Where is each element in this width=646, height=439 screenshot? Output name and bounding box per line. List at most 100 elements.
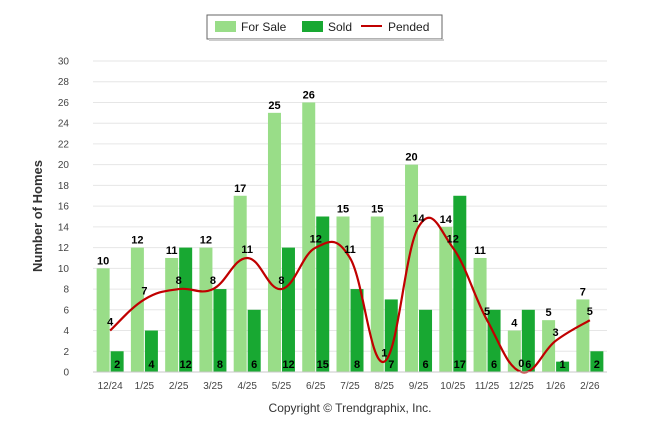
bar-for-sale bbox=[199, 247, 213, 372]
data-label-pended: 1 bbox=[381, 348, 387, 360]
data-label-pended: 12 bbox=[447, 234, 459, 246]
data-label-sold: 2 bbox=[114, 359, 120, 371]
legend-box bbox=[206, 14, 443, 40]
data-label-sold: 2 bbox=[594, 359, 600, 371]
bar-sold bbox=[590, 351, 604, 372]
bars bbox=[96, 102, 604, 372]
data-label-pended: 5 bbox=[484, 306, 490, 318]
bar-sold bbox=[213, 289, 227, 372]
data-label-sold: 17 bbox=[454, 359, 466, 371]
data-label-sold: 6 bbox=[251, 359, 257, 371]
data-label-pended: 7 bbox=[141, 285, 147, 297]
bar-for-sale bbox=[96, 268, 110, 372]
data-label-for-sale: 14 bbox=[440, 214, 453, 226]
y-tick-label: 20 bbox=[58, 160, 70, 171]
legend-swatch-sold bbox=[302, 21, 323, 32]
data-label-for-sale: 4 bbox=[511, 318, 518, 330]
bar-for-sale bbox=[233, 195, 247, 372]
x-tick-label: 7/25 bbox=[340, 381, 360, 392]
data-label-for-sale: 20 bbox=[405, 152, 417, 164]
data-label-pended: 11 bbox=[241, 244, 253, 256]
pended-line bbox=[109, 216, 591, 374]
data-label-for-sale: 15 bbox=[337, 204, 349, 216]
x-tick-label: 9/25 bbox=[409, 381, 429, 392]
data-label-sold: 12 bbox=[180, 359, 192, 371]
data-label-pended: 8 bbox=[210, 275, 216, 287]
copyright-footer: Copyright © Trendgraphix, Inc. bbox=[269, 401, 432, 415]
y-tick-label: 14 bbox=[58, 222, 70, 233]
y-tick-label: 2 bbox=[63, 347, 69, 358]
data-label-for-sale: 10 bbox=[97, 255, 109, 267]
legend-swatch-for-sale bbox=[215, 21, 236, 32]
bar-sold bbox=[281, 247, 295, 372]
bar-for-sale bbox=[507, 330, 521, 372]
bar-for-sale bbox=[473, 257, 487, 372]
data-label-for-sale: 15 bbox=[371, 204, 383, 216]
data-label-pended: 8 bbox=[278, 275, 284, 287]
data-label-sold: 6 bbox=[422, 359, 428, 371]
x-tick-label: 1/25 bbox=[135, 381, 155, 392]
bar-for-sale bbox=[302, 102, 316, 372]
data-label-for-sale: 7 bbox=[580, 286, 586, 298]
bar-for-sale bbox=[165, 257, 179, 372]
bar-sold bbox=[316, 216, 330, 372]
x-tick-label: 6/25 bbox=[306, 381, 326, 392]
bar-for-sale bbox=[130, 247, 144, 372]
data-labels: 1021241112128176251226151581572061417116… bbox=[97, 89, 600, 371]
data-label-for-sale: 12 bbox=[131, 235, 143, 247]
x-tick-label: 8/25 bbox=[375, 381, 395, 392]
bar-sold bbox=[144, 330, 158, 372]
bar-for-sale bbox=[542, 320, 556, 372]
y-tick-label: 26 bbox=[58, 98, 70, 109]
bar-for-sale bbox=[267, 112, 281, 372]
data-label-pended: 5 bbox=[587, 306, 593, 318]
data-label-pended: 3 bbox=[553, 327, 559, 339]
bar-for-sale bbox=[336, 216, 350, 372]
data-label-pended: 12 bbox=[310, 234, 322, 246]
pended-line-layer bbox=[109, 216, 591, 374]
y-tick-label: 12 bbox=[58, 243, 70, 254]
legend-shadow bbox=[209, 39, 444, 41]
legend-label-pended: Pended bbox=[388, 20, 429, 34]
data-label-for-sale: 11 bbox=[474, 245, 486, 257]
grid-lines bbox=[93, 60, 607, 352]
y-tick-label: 8 bbox=[63, 285, 69, 296]
data-label-sold: 4 bbox=[148, 359, 155, 371]
y-axis-title: Number of Homes bbox=[30, 160, 45, 272]
x-tick-label: 11/25 bbox=[475, 381, 500, 392]
bar-sold bbox=[247, 309, 261, 372]
bar-sold bbox=[453, 195, 467, 372]
bar-for-sale bbox=[576, 299, 590, 372]
bar-sold bbox=[179, 247, 193, 372]
y-tick-label: 10 bbox=[58, 264, 70, 275]
data-label-for-sale: 5 bbox=[546, 307, 552, 319]
data-label-sold: 7 bbox=[388, 359, 394, 371]
y-tick-label: 4 bbox=[63, 326, 69, 337]
y-tick-label: 6 bbox=[63, 305, 69, 316]
bar-sold bbox=[419, 309, 433, 372]
x-tick-label: 3/25 bbox=[203, 381, 223, 392]
x-tick-label: 1/26 bbox=[546, 381, 566, 392]
x-tick-label: 5/25 bbox=[272, 381, 292, 392]
y-tick-label: 24 bbox=[58, 119, 70, 130]
legend-label-sold: Sold bbox=[328, 20, 352, 34]
bar-sold bbox=[110, 351, 124, 372]
x-tick-label: 10/25 bbox=[440, 381, 465, 392]
bar-sold bbox=[521, 309, 535, 372]
data-label-pended: 4 bbox=[107, 317, 114, 329]
x-axis-ticks: 12/24 1/25 2/25 3/25 4/25 5/25 6/25 7/25 8/25 9/2… bbox=[98, 381, 600, 392]
data-label-pended: 8 bbox=[176, 275, 182, 287]
data-label-for-sale: 25 bbox=[268, 100, 280, 112]
bar-for-sale bbox=[370, 216, 384, 372]
data-label-for-sale: 26 bbox=[303, 89, 315, 101]
bar-for-sale bbox=[405, 164, 419, 372]
data-label-pended: 14 bbox=[412, 213, 425, 225]
data-label-sold: 12 bbox=[282, 359, 294, 371]
data-label-pended: 0 bbox=[518, 358, 524, 370]
bar-sold bbox=[350, 289, 364, 372]
data-label-for-sale: 17 bbox=[234, 183, 246, 195]
x-tick-label: 12/24 bbox=[98, 381, 123, 392]
y-tick-label: 0 bbox=[63, 368, 69, 379]
data-label-sold: 6 bbox=[491, 359, 497, 371]
